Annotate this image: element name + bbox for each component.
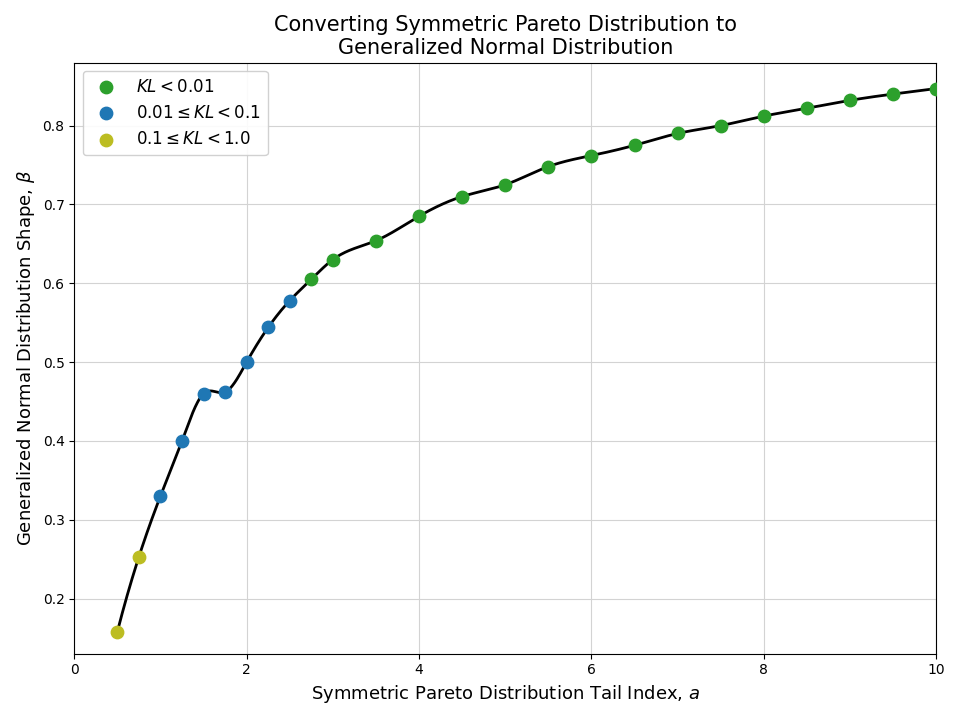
$KL < 0.01$ <box>412 210 427 222</box>
$KL < 0.01$ <box>454 191 469 202</box>
$KL < 0.01$ <box>303 274 319 285</box>
$0.01 \leq KL < 0.1$ <box>196 388 211 400</box>
$0.1 \leq KL < 1.0$ <box>109 626 125 637</box>
$KL < 0.01$ <box>885 89 900 100</box>
$0.01 \leq KL < 0.1$ <box>153 490 168 502</box>
Title: Converting Symmetric Pareto Distribution to
Generalized Normal Distribution: Converting Symmetric Pareto Distribution… <box>274 15 736 58</box>
$KL < 0.01$ <box>325 254 341 266</box>
$0.01 \leq KL < 0.1$ <box>282 294 298 306</box>
$KL < 0.01$ <box>756 110 772 122</box>
$KL < 0.01$ <box>369 235 384 246</box>
$KL < 0.01$ <box>540 161 556 172</box>
$KL < 0.01$ <box>928 83 944 94</box>
Y-axis label: Generalized Normal Distribution Shape, $\beta$: Generalized Normal Distribution Shape, $… <box>15 170 37 546</box>
$0.01 \leq KL < 0.1$ <box>239 356 254 368</box>
$0.1 \leq KL < 1.0$ <box>132 551 147 562</box>
$KL < 0.01$ <box>584 150 599 161</box>
X-axis label: Symmetric Pareto Distribution Tail Index, $a$: Symmetric Pareto Distribution Tail Index… <box>311 683 700 705</box>
$KL < 0.01$ <box>842 94 857 106</box>
Legend: $KL < 0.01$, $0.01 \leq KL < 0.1$, $0.1 \leq KL < 1.0$: $KL < 0.01$, $0.01 \leq KL < 0.1$, $0.1 … <box>83 71 268 155</box>
$KL < 0.01$ <box>670 127 685 139</box>
$0.01 \leq KL < 0.1$ <box>260 322 276 333</box>
$0.01 \leq KL < 0.1$ <box>175 435 190 446</box>
$KL < 0.01$ <box>497 179 513 191</box>
$KL < 0.01$ <box>713 120 729 131</box>
$KL < 0.01$ <box>800 102 815 114</box>
$KL < 0.01$ <box>627 140 642 151</box>
$0.01 \leq KL < 0.1$ <box>217 386 232 397</box>
